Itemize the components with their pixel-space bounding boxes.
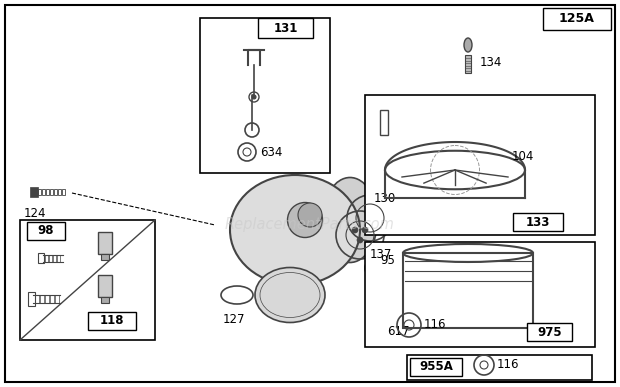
Bar — [101, 254, 109, 260]
Bar — [465, 58, 471, 61]
Text: 116: 116 — [424, 319, 446, 332]
Bar — [407, 355, 592, 380]
Bar — [28, 292, 35, 306]
Bar — [160, 15, 450, 377]
Ellipse shape — [255, 267, 325, 322]
Bar — [49, 255, 52, 262]
Bar — [27, 222, 65, 240]
Text: 133: 133 — [526, 216, 550, 228]
Text: 131: 131 — [273, 22, 298, 34]
Bar — [20, 220, 155, 340]
Bar — [55, 295, 59, 303]
Text: 134: 134 — [480, 57, 502, 70]
Text: 137: 137 — [370, 248, 392, 262]
Bar — [45, 255, 48, 262]
Circle shape — [298, 203, 322, 227]
Bar — [98, 232, 112, 254]
Bar — [58, 189, 61, 195]
Text: 130: 130 — [374, 192, 396, 204]
Text: 98: 98 — [38, 224, 55, 238]
Bar — [30, 187, 38, 197]
Text: 124: 124 — [24, 207, 46, 220]
Bar — [88, 312, 136, 330]
Bar — [57, 255, 60, 262]
Text: ReplacementParts.com: ReplacementParts.com — [225, 217, 395, 233]
Bar — [38, 253, 44, 263]
Bar — [355, 15, 610, 377]
Bar — [45, 295, 49, 303]
Text: 955A: 955A — [419, 361, 453, 373]
Text: 125A: 125A — [559, 12, 595, 26]
Bar — [50, 295, 54, 303]
Text: 975: 975 — [537, 325, 562, 339]
Bar — [403, 253, 533, 328]
Bar — [40, 295, 44, 303]
Bar — [53, 255, 56, 262]
Bar — [42, 189, 45, 195]
Bar — [38, 189, 41, 195]
Bar — [465, 68, 471, 71]
Text: 634: 634 — [260, 147, 282, 159]
Circle shape — [252, 95, 256, 99]
Circle shape — [352, 227, 358, 233]
Bar — [465, 55, 471, 73]
Ellipse shape — [322, 178, 378, 262]
Bar — [365, 242, 595, 347]
Ellipse shape — [464, 38, 472, 52]
Bar — [380, 110, 388, 135]
Bar — [200, 18, 330, 173]
Text: 104: 104 — [512, 151, 534, 163]
Text: 127: 127 — [223, 313, 246, 326]
Circle shape — [357, 237, 363, 243]
Text: 617: 617 — [387, 325, 409, 338]
Text: 95: 95 — [381, 253, 396, 267]
Bar — [101, 297, 109, 303]
Bar — [54, 189, 57, 195]
Ellipse shape — [230, 175, 360, 285]
Bar — [98, 275, 112, 297]
Ellipse shape — [288, 202, 322, 238]
Bar — [365, 95, 595, 235]
Text: 116: 116 — [497, 358, 520, 372]
Bar — [410, 358, 462, 376]
Text: 118: 118 — [100, 315, 124, 327]
Circle shape — [362, 227, 368, 233]
Bar — [62, 189, 65, 195]
Bar — [35, 295, 39, 303]
Bar — [543, 8, 611, 30]
Bar — [513, 213, 563, 231]
Bar — [527, 323, 572, 341]
Bar — [258, 18, 313, 38]
Bar — [46, 189, 49, 195]
Bar — [50, 189, 53, 195]
Bar — [465, 63, 471, 66]
